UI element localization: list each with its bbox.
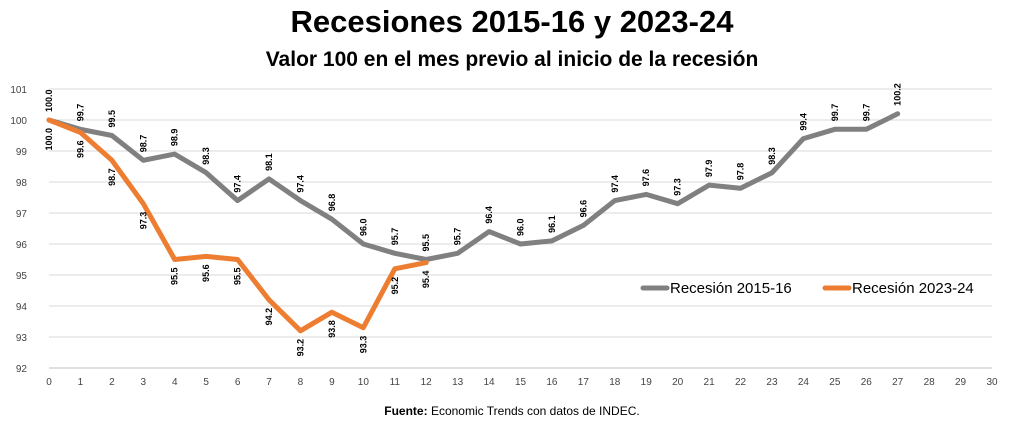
- data-label: 97.8: [736, 163, 746, 181]
- data-labels: 100.0 99.7 99.5 98.7 98.9 98.3 97.4 98.1 97.4 96.…: [44, 83, 903, 356]
- data-label: 95.2: [390, 277, 400, 295]
- data-label: 97.4: [295, 175, 305, 193]
- data-label: 98.7: [138, 135, 148, 153]
- data-label: 94.2: [264, 308, 274, 326]
- x-tick-label: 17: [578, 377, 590, 388]
- data-label: 95.5: [233, 268, 243, 286]
- y-tick-label: 94: [16, 302, 28, 313]
- chart-subtitle: Valor 100 en el mes previo al inicio de …: [265, 48, 759, 71]
- data-label: 95.7: [453, 228, 463, 246]
- x-tick-label: 28: [924, 377, 936, 388]
- x-tick-label: 27: [892, 377, 904, 388]
- x-tick-label: 5: [203, 377, 209, 388]
- x-tick-label: 2: [109, 377, 115, 388]
- y-tick-label: 98: [16, 178, 28, 189]
- data-label: 99.4: [798, 113, 808, 131]
- data-label: 98.9: [170, 129, 180, 147]
- x-tick-label: 6: [235, 377, 241, 388]
- data-label: 95.5: [421, 234, 431, 252]
- source-note: Fuente: Economic Trends con datos de IND…: [0, 404, 1024, 418]
- data-label: 93.3: [358, 336, 368, 354]
- data-label: 95.4: [421, 271, 431, 289]
- x-tick-label: 4: [172, 377, 178, 388]
- data-label: 96.6: [578, 200, 588, 218]
- y-axis: 92 93 94 95 96 97 98 99 100 101: [10, 85, 27, 375]
- y-tick-label: 101: [10, 85, 27, 96]
- series-lines: [46, 111, 901, 334]
- x-tick-label: 15: [515, 377, 527, 388]
- y-tick-label: 97: [16, 209, 28, 220]
- data-label: 99.5: [107, 110, 117, 128]
- data-label: 98.3: [201, 147, 211, 165]
- x-tick-label: 9: [329, 377, 335, 388]
- x-tick-label: 12: [421, 377, 433, 388]
- y-tick-label: 93: [16, 333, 28, 344]
- x-tick-label: 7: [266, 377, 272, 388]
- data-label: 96.8: [327, 194, 337, 212]
- data-label: 99.7: [861, 104, 871, 122]
- series-line-2015-16: [46, 111, 901, 262]
- data-label: 99.7: [830, 104, 840, 122]
- data-label: 93.8: [327, 320, 337, 338]
- data-label: 100.0: [44, 89, 54, 112]
- data-label: 97.6: [641, 169, 651, 187]
- data-label: 97.3: [673, 178, 683, 196]
- y-tick-label: 96: [16, 240, 28, 251]
- data-label: 97.3: [138, 212, 148, 230]
- x-tick-label: 14: [484, 377, 496, 388]
- x-tick-label: 19: [641, 377, 653, 388]
- data-label: 95.6: [201, 264, 211, 282]
- data-label: 97.4: [610, 175, 620, 193]
- data-label: 99.6: [75, 140, 85, 158]
- legend-label: Recesión 2023-24: [852, 280, 974, 297]
- x-tick-label: 26: [861, 377, 873, 388]
- x-tick-label: 0: [46, 377, 52, 388]
- x-tick-label: 24: [798, 377, 810, 388]
- x-tick-label: 16: [546, 377, 558, 388]
- x-tick-label: 11: [390, 377, 401, 388]
- y-tick-label: 95: [16, 271, 28, 282]
- data-label: 95.5: [170, 268, 180, 286]
- data-label: 98.7: [107, 168, 117, 186]
- data-label: 100.2: [893, 83, 903, 106]
- x-tick-label: 30: [986, 377, 998, 388]
- source-text: Economic Trends con datos de INDEC.: [430, 404, 640, 418]
- x-tick-label: 25: [829, 377, 841, 388]
- legend-label: Recesión 2015-16: [670, 280, 792, 297]
- x-tick-label: 29: [955, 377, 967, 388]
- data-label: 97.9: [704, 160, 714, 178]
- x-tick-label: 8: [298, 377, 304, 388]
- x-tick-label: 21: [704, 377, 716, 388]
- data-label: 99.7: [75, 104, 85, 122]
- x-tick-label: 13: [452, 377, 464, 388]
- x-tick-label: 1: [78, 377, 84, 388]
- y-tick-label: 99: [16, 147, 28, 158]
- x-tick-label: 10: [358, 377, 370, 388]
- x-tick-label: 23: [766, 377, 778, 388]
- x-tick-label: 3: [141, 377, 147, 388]
- data-label: 98.1: [264, 153, 274, 171]
- y-tick-label: 92: [16, 364, 28, 375]
- data-label: 98.3: [767, 147, 777, 165]
- data-label: 96.4: [484, 206, 494, 224]
- legend: Recesión 2015-16 Recesión 2023-24: [640, 280, 974, 297]
- y-tick-label: 100: [10, 116, 27, 127]
- series-line-2023-24: [46, 117, 429, 334]
- data-label: 97.4: [233, 175, 243, 193]
- source-label: Fuente:: [384, 404, 428, 418]
- chart-title: Recesiones 2015-16 y 2023-24: [290, 4, 734, 39]
- data-label: 96.1: [547, 215, 557, 233]
- data-label: 93.2: [295, 339, 305, 357]
- data-label: 96.0: [516, 218, 526, 236]
- data-label: 96.0: [358, 218, 368, 236]
- x-tick-label: 22: [735, 377, 747, 388]
- data-label: 100.0: [44, 128, 54, 151]
- data-label: 95.7: [390, 228, 400, 246]
- x-tick-label: 18: [609, 377, 621, 388]
- x-axis: 0 1 2 3 4 5 6 7 8 9 10 11 12 13 14 15 16 17 18 19 20 21 22 23 24…: [46, 367, 998, 388]
- x-tick-label: 20: [672, 377, 684, 388]
